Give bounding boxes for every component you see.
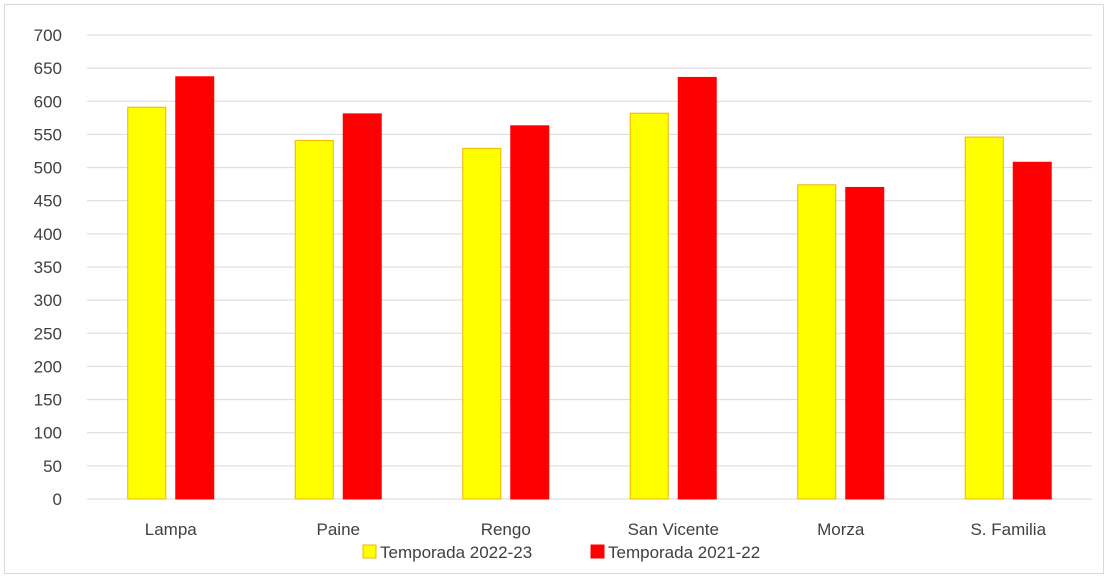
x-tick-label: San Vicente [628,520,719,539]
y-tick-label: 0 [53,490,62,509]
x-tick-label: S. Familia [970,520,1046,539]
legend-swatch [590,544,605,559]
bar-series-2 [175,76,215,500]
bar-series-1 [797,184,837,500]
bar-series-2 [342,113,382,500]
y-tick-label: 300 [34,291,62,310]
bar-series-2 [677,76,717,500]
bar-series-1 [294,139,334,500]
y-tick-label: 400 [34,225,62,244]
legend: Temporada 2022-23 Temporada 2021-22 [362,543,760,562]
legend-label: Temporada 2022-23 [380,543,532,562]
bar-series-2 [510,125,550,500]
y-tick-label: 200 [34,357,62,376]
bar-series-2 [1012,161,1052,500]
x-tick-label: Paine [317,520,360,539]
y-tick-label: 100 [34,424,62,443]
bar-series-1 [462,147,502,500]
y-tick-label: 550 [34,125,62,144]
legend-label: Temporada 2021-22 [608,543,760,562]
bar-series-1 [964,136,1004,500]
bars [127,76,1052,500]
y-tick-label: 700 [34,26,62,45]
y-tick-label: 650 [34,59,62,78]
x-tick-label: Morza [817,520,865,539]
x-tick-label: Lampa [145,520,198,539]
y-axis-ticks: 0 50 100 150 200 250 300 350 400 450 500 550 600 650 7… [34,26,62,509]
y-tick-label: 450 [34,192,62,211]
y-tick-label: 250 [34,324,62,343]
x-tick-label: Rengo [481,520,531,539]
y-tick-label: 50 [43,457,62,476]
y-tick-label: 500 [34,159,62,178]
bar-series-1 [127,106,167,500]
bar-series-2 [845,186,885,500]
gridlines [87,34,1092,500]
x-axis-ticks: Lampa Paine Rengo San Vicente Morza S. Famili… [145,520,1047,539]
y-tick-label: 350 [34,258,62,277]
legend-swatch [362,544,377,559]
y-tick-label: 600 [34,92,62,111]
y-tick-label: 150 [34,391,62,410]
bar-series-1 [629,112,669,500]
